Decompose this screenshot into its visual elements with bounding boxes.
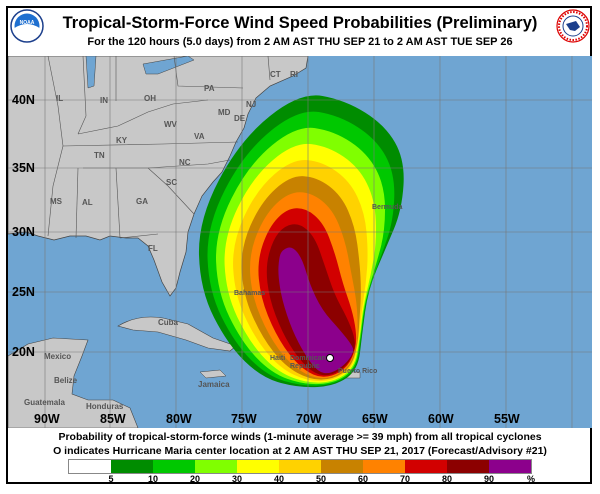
legend-swatch <box>111 460 153 473</box>
legend-tick: 70 <box>399 474 411 484</box>
state-borders <box>47 55 271 239</box>
place-label: Belize <box>54 376 78 385</box>
map-subtitle: For the 120 hours (5.0 days) from 2 AM A… <box>87 36 513 48</box>
land-jamaica <box>199 369 227 379</box>
place-label: AL <box>82 198 93 207</box>
lon-label: 65W <box>362 412 388 426</box>
noaa-logo: NOAA <box>10 9 44 43</box>
legend-swatch <box>237 460 279 473</box>
legend-tick: 50 <box>315 474 327 484</box>
place-label: Puerto Rico <box>338 368 378 375</box>
lon-label: 90W <box>34 412 60 426</box>
lat-label: 40N <box>12 93 35 107</box>
legend-swatch <box>69 460 111 473</box>
lon-label: 60W <box>428 412 454 426</box>
place-label: DE <box>234 114 246 123</box>
lon-label: 55W <box>494 412 520 426</box>
legend-swatch <box>489 460 531 473</box>
legend-tick: 90 <box>483 474 495 484</box>
place-label: Bahamas <box>234 290 266 297</box>
place-label: WV <box>164 120 177 129</box>
legend-swatch <box>153 460 195 473</box>
place-label: Guatemala <box>24 398 65 407</box>
lon-label: 80W <box>166 412 192 426</box>
probability-contours <box>198 95 404 388</box>
lat-label: 35N <box>12 161 35 175</box>
map-canvas <box>7 55 592 429</box>
place-label: PA <box>204 84 215 93</box>
place-label: Jamaica <box>198 380 230 389</box>
caption-line-1: Probability of tropical-storm-force wind… <box>58 431 542 443</box>
legend-swatch <box>195 460 237 473</box>
legend-tick: 30 <box>231 474 243 484</box>
place-label: Bermuda <box>372 204 403 211</box>
place-label: KY <box>116 136 128 145</box>
place-label: Mexico <box>44 352 72 361</box>
legend-swatch <box>279 460 321 473</box>
lon-label: 85W <box>100 412 126 426</box>
place-label: GA <box>136 197 148 206</box>
lat-label: 20N <box>12 345 35 359</box>
probability-map: 40N 35N 30N 25N 20N 90W 85W 80W 75W 70W … <box>7 55 592 429</box>
place-label: RI <box>290 70 298 79</box>
legend-tick: 20 <box>189 474 201 484</box>
place-label: SC <box>166 178 178 187</box>
place-label: Honduras <box>86 402 124 411</box>
svg-text:NOAA: NOAA <box>20 20 35 26</box>
place-label: NJ <box>246 100 257 109</box>
lat-label: 25N <box>12 285 35 299</box>
land-us <box>7 55 309 297</box>
legend-swatch <box>363 460 405 473</box>
place-label: CT <box>270 70 281 79</box>
lat-lon-grid <box>8 56 592 428</box>
place-label: Haiti <box>270 355 286 362</box>
legend-tick: 40 <box>273 474 285 484</box>
place-label: Cuba <box>158 318 178 327</box>
place-label: OH <box>144 94 156 103</box>
lon-label: 75W <box>231 412 257 426</box>
map-title: Tropical-Storm-Force Wind Speed Probabil… <box>62 14 538 32</box>
nws-logo <box>556 9 590 43</box>
lat-label: 30N <box>12 225 35 239</box>
land-cuba <box>117 316 237 352</box>
legend-tick: 60 <box>357 474 369 484</box>
place-label: Dominican Republic <box>290 355 326 370</box>
legend-swatch <box>321 460 363 473</box>
place-label: VA <box>194 132 205 141</box>
color-legend <box>68 459 532 474</box>
legend-tick: 10 <box>147 474 159 484</box>
legend-tick: 5 <box>108 474 114 484</box>
lake-michigan <box>85 55 97 89</box>
place-label: TN <box>94 151 105 160</box>
place-label: IN <box>100 96 108 105</box>
place-label: IL <box>56 94 64 103</box>
place-label: MS <box>50 197 62 206</box>
legend-swatch <box>447 460 489 473</box>
contour-90-percent <box>278 247 354 374</box>
lon-label: 70W <box>296 412 322 426</box>
legend-swatch <box>405 460 447 473</box>
place-label: FL <box>148 244 158 253</box>
legend-tick: 80 <box>441 474 453 484</box>
caption-line-2: O indicates Hurricane Maria center locat… <box>53 445 547 457</box>
legend-tick: % <box>526 474 536 484</box>
storm-center-marker <box>326 354 334 362</box>
place-label: NC <box>179 158 191 167</box>
place-label: MD <box>218 108 231 117</box>
